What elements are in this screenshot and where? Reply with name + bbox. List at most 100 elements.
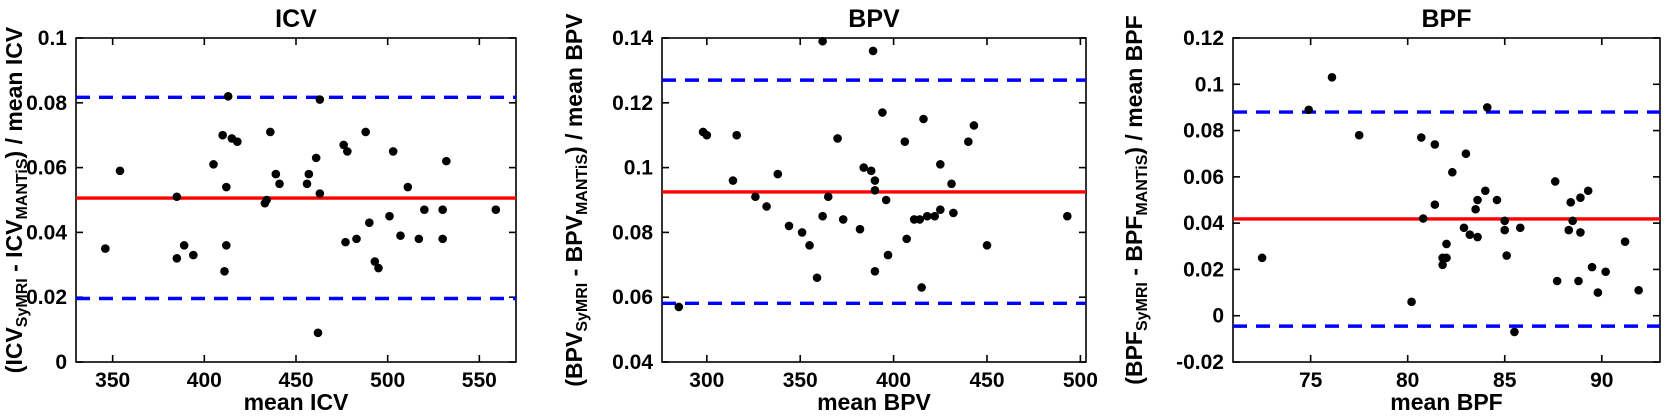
y-tick-label: 0.04	[612, 351, 653, 374]
x-tick-label: 75	[1299, 369, 1323, 392]
scatter-point	[361, 127, 370, 137]
scatter-point	[1492, 195, 1502, 205]
scatter-point	[1461, 149, 1471, 159]
chart-svg-1: 300 350 400 450 500 0.04 0.06 0.08 0.1 0.12 0.14 BP…	[561, 5, 1098, 415]
scatter-point	[1574, 276, 1583, 286]
scatter-point	[101, 244, 110, 253]
scatter-point	[1448, 167, 1457, 177]
y-tick-label: 0.14	[612, 27, 653, 50]
scatter-point	[1552, 276, 1562, 286]
scatter-point	[1566, 198, 1576, 207]
scatter-point	[919, 114, 928, 124]
scatter-point	[859, 163, 869, 172]
scatter-point	[438, 234, 447, 244]
bland-altman-panel-icv: 350 400 450 500 550 0 0.02 0.04 0.06 0.08 0.1 ICV me…	[0, 0, 560, 420]
y-tick-label: 0.08	[26, 92, 67, 115]
scatter-point	[189, 250, 198, 260]
scatter-point	[315, 95, 325, 104]
scatter-point	[1634, 285, 1643, 295]
plot-box	[1232, 37, 1661, 363]
scatter-point	[1564, 225, 1574, 235]
scatter-point	[878, 108, 887, 117]
scatter-point	[420, 205, 429, 215]
scatter-point	[1593, 288, 1603, 297]
x-tick-label: 550	[462, 369, 497, 392]
scatter-point	[823, 192, 833, 202]
scatter-point	[304, 169, 314, 179]
scatter-point	[438, 205, 447, 215]
x-tick-label: 350	[783, 369, 818, 392]
scatter-point	[1430, 140, 1440, 149]
scatter-point	[936, 205, 945, 215]
scatter-point	[1465, 230, 1475, 240]
scatter-point	[728, 176, 738, 185]
bland-altman-panel-bpv: 300 350 400 450 500 0.04 0.06 0.08 0.1 0.12 0.14 BP…	[560, 0, 1120, 420]
scatter-point	[275, 179, 284, 189]
scatter-point	[762, 202, 771, 211]
scatter-point	[1576, 193, 1585, 202]
scatter-point	[702, 130, 712, 140]
scatter-point	[311, 153, 321, 163]
scatter-points	[1257, 73, 1643, 337]
scatter-point	[271, 169, 281, 179]
scatter-point	[732, 130, 742, 140]
scatter-point	[341, 237, 350, 247]
scatter-point	[343, 147, 352, 156]
y-tick-label: 0	[1212, 305, 1224, 328]
y-tick-label: 0.06	[26, 157, 67, 180]
scatter-point	[1576, 228, 1585, 237]
tick-marks	[1233, 37, 1660, 363]
scatter-points	[101, 92, 501, 338]
y-axis-label: (BPFSyMRI - BPFMANTiS) / mean BPF	[1121, 15, 1151, 384]
scatter-point	[1587, 262, 1597, 272]
tick-marks	[662, 37, 1086, 363]
y-tick-label: 0.06	[1183, 166, 1224, 189]
x-tick-label: 300	[689, 369, 724, 392]
scatter-point	[1418, 214, 1428, 223]
scatter-point	[222, 182, 231, 192]
scatter-point	[1459, 223, 1469, 233]
scatter-point	[223, 92, 233, 101]
scatter-point	[1442, 253, 1451, 263]
scatter-point	[883, 250, 893, 260]
x-tick-label: 400	[187, 369, 222, 392]
x-tick-label: 80	[1396, 369, 1419, 392]
scatter-point	[881, 195, 891, 205]
scatter-point	[403, 182, 413, 192]
scatter-point	[388, 147, 398, 156]
scatter-point	[1442, 239, 1451, 249]
y-tick-label: 0.1	[38, 27, 68, 50]
scatter-point	[374, 263, 383, 273]
y-tick-label: 0.04	[1183, 212, 1224, 235]
x-axis-label: mean BPV	[817, 389, 931, 415]
x-tick-label: 450	[969, 369, 1004, 392]
scatter-point	[1481, 186, 1490, 196]
chart-title: BPV	[848, 5, 900, 33]
scatter-point	[1473, 195, 1482, 205]
scatter-point	[222, 241, 231, 250]
scatter-point	[812, 273, 822, 283]
scatter-point	[209, 160, 218, 169]
scatter-point	[773, 169, 783, 179]
scatter-point	[922, 211, 932, 221]
scatter-point	[1568, 216, 1577, 226]
scatter-point	[1500, 216, 1510, 226]
scatter-point	[964, 137, 973, 146]
scatter-point	[1304, 105, 1313, 115]
x-tick-label: 400	[876, 369, 911, 392]
scatter-point	[833, 134, 842, 143]
scatter-point	[1601, 267, 1610, 277]
scatter-point	[947, 179, 956, 189]
y-tick-label: 0.02	[26, 286, 67, 309]
scatter-point	[982, 241, 992, 250]
y-tick-label: 0	[55, 351, 67, 374]
scatter-point	[1473, 232, 1482, 242]
scatter-point	[262, 195, 271, 205]
bland-altman-panel-bpf: 75 80 85 90 -0.02 0 0.02 0.04 0.06 0.08 0.1 0.12 BPF…	[1120, 0, 1680, 420]
scatter-point	[900, 137, 910, 146]
scatter-point	[218, 130, 227, 140]
scatter-point	[1500, 225, 1510, 235]
scatter-point	[868, 46, 878, 56]
scatter-point	[818, 36, 827, 46]
x-tick-label: 90	[1590, 369, 1613, 392]
